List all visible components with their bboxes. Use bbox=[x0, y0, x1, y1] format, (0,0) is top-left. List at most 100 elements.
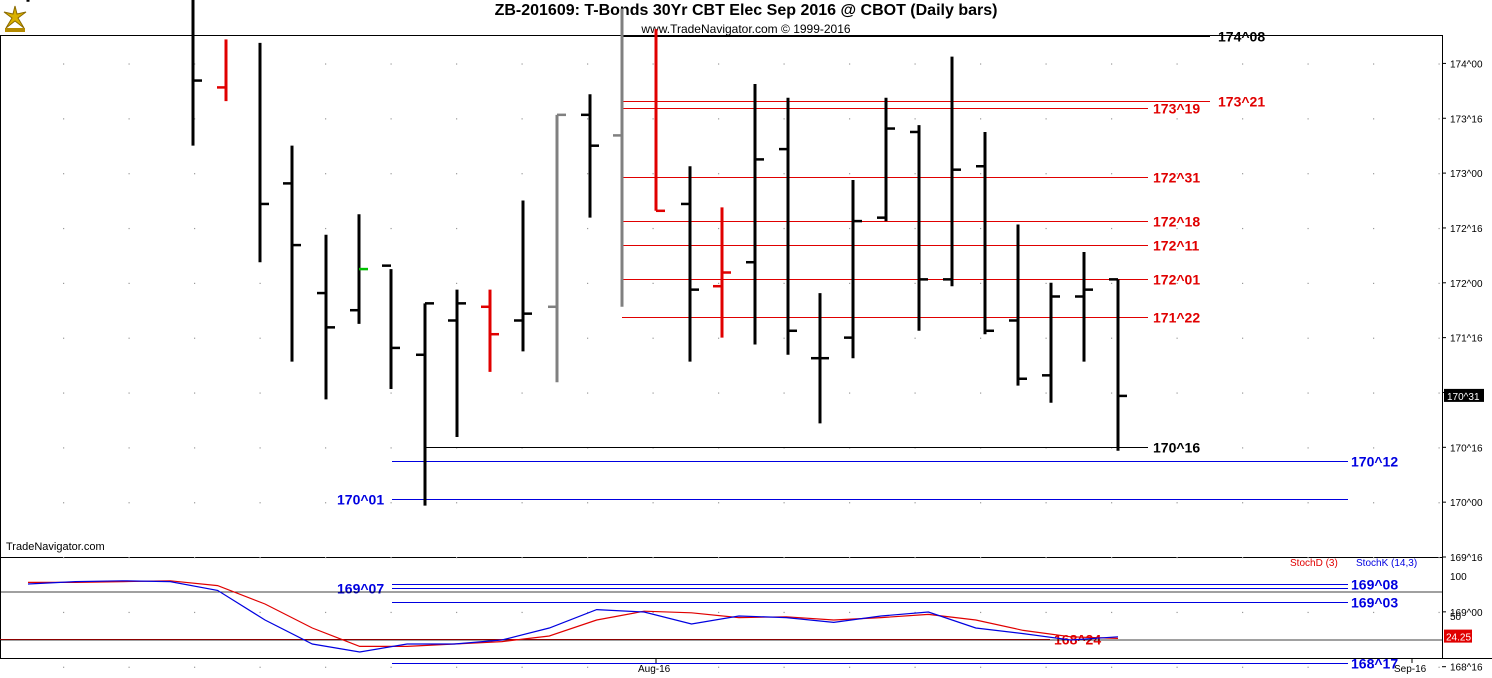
grid-dot bbox=[259, 557, 261, 559]
grid-dot bbox=[128, 666, 130, 668]
grid-dot bbox=[194, 337, 196, 339]
grid-dot bbox=[1373, 447, 1375, 449]
grid-dot bbox=[1242, 173, 1244, 175]
grid-dot bbox=[1373, 227, 1375, 230]
level-label: 173^21 bbox=[1218, 94, 1265, 110]
grid-dot bbox=[128, 118, 130, 120]
grid-dot bbox=[1242, 447, 1244, 449]
grid-dot bbox=[849, 282, 851, 284]
grid-dot bbox=[1176, 173, 1178, 175]
grid-dot bbox=[1373, 557, 1375, 559]
grid-dot bbox=[1307, 502, 1309, 504]
grid-dot bbox=[652, 63, 654, 65]
grid-dot bbox=[390, 392, 392, 394]
grid-dot bbox=[1438, 118, 1440, 120]
grid-dot bbox=[1045, 227, 1047, 230]
grid-dot bbox=[63, 282, 65, 284]
grid-dot bbox=[456, 666, 458, 668]
grid-dot bbox=[1307, 227, 1309, 230]
grid-dot bbox=[390, 118, 392, 120]
grid-dot bbox=[652, 337, 654, 339]
grid-dot bbox=[1045, 282, 1047, 284]
grid-dot bbox=[652, 227, 654, 230]
grid-dot bbox=[1176, 557, 1178, 559]
grid-dot bbox=[1111, 611, 1113, 614]
grid-dot bbox=[1438, 392, 1440, 394]
stoch-last-label: 24.25 bbox=[1446, 633, 1471, 644]
grid-dot bbox=[1242, 63, 1244, 65]
grid-dot bbox=[63, 227, 65, 230]
grid-dot bbox=[1176, 502, 1178, 504]
level-label: 173^19 bbox=[1153, 101, 1200, 117]
grid-dot bbox=[456, 118, 458, 120]
grid-dot bbox=[1176, 282, 1178, 284]
grid-dot bbox=[1045, 611, 1047, 614]
level-label: 169^08 bbox=[1351, 577, 1398, 593]
grid-dot bbox=[783, 282, 785, 284]
grid-dot bbox=[1111, 666, 1113, 668]
grid-dot bbox=[783, 173, 785, 175]
grid-dot bbox=[914, 666, 916, 668]
grid-dot bbox=[914, 337, 916, 339]
stochastic-panel: 100 50 StochD (3) StochK (14,3) 24.25 bbox=[0, 558, 1472, 653]
grid-dot bbox=[128, 337, 130, 339]
grid-dot bbox=[1111, 557, 1113, 559]
grid-dot bbox=[914, 392, 916, 394]
grid-dot bbox=[652, 118, 654, 120]
last-price-label: 170^31 bbox=[1447, 392, 1480, 403]
grid-dot bbox=[849, 392, 851, 394]
grid-dot bbox=[63, 118, 65, 120]
time-tick-label: Aug-16 bbox=[638, 664, 671, 675]
grid-dot bbox=[1111, 337, 1113, 339]
grid-dot bbox=[980, 118, 982, 120]
grid-dot bbox=[587, 173, 589, 175]
grid-dot bbox=[63, 447, 65, 449]
grid-dot bbox=[783, 502, 785, 504]
grid-dot bbox=[849, 63, 851, 65]
grid-dot bbox=[1045, 337, 1047, 339]
grid-dot bbox=[849, 118, 851, 120]
grid-dot bbox=[1373, 392, 1375, 394]
grid-dot bbox=[390, 63, 392, 65]
time-tick-label: Sep-16 bbox=[1394, 664, 1427, 675]
grid-dot bbox=[128, 392, 130, 394]
price-tick-label: 171^16 bbox=[1450, 334, 1483, 345]
grid-dot bbox=[325, 666, 327, 668]
grid-dot bbox=[456, 502, 458, 504]
grid-dot bbox=[1438, 666, 1440, 668]
grid-dot bbox=[63, 502, 65, 504]
grid-dot bbox=[1045, 63, 1047, 65]
grid-dot bbox=[259, 337, 261, 339]
grid-dot bbox=[390, 173, 392, 175]
grid-dot bbox=[1111, 282, 1113, 284]
price-bars bbox=[26, 0, 1127, 506]
grid-dot bbox=[1373, 502, 1375, 504]
grid-dot bbox=[128, 611, 130, 614]
level-label: 170^01 bbox=[337, 492, 384, 508]
grid-dot bbox=[980, 611, 982, 614]
level-lines: 174^08 173^21 173^19 172^31 172^18 172^11 172^… bbox=[0, 29, 1398, 672]
grid-dot bbox=[390, 447, 392, 449]
grid-dot bbox=[1242, 392, 1244, 394]
grid-dot bbox=[325, 447, 327, 449]
grid-dot bbox=[521, 611, 523, 614]
grid-dot bbox=[849, 173, 851, 175]
grid-dot bbox=[1373, 63, 1375, 65]
grid-dot bbox=[1176, 337, 1178, 339]
grid-dot bbox=[980, 502, 982, 504]
grid-dot bbox=[718, 611, 720, 614]
grid-dot bbox=[1176, 447, 1178, 449]
grid-dot bbox=[1438, 227, 1440, 230]
grid-dot bbox=[1373, 118, 1375, 120]
grid-dot bbox=[128, 227, 130, 230]
grid-dot bbox=[914, 611, 916, 614]
stoch-k-legend: StochK (14,3) bbox=[1356, 558, 1417, 569]
grid-dot bbox=[1242, 227, 1244, 230]
grid-dot bbox=[652, 666, 654, 668]
grid-dot bbox=[1373, 173, 1375, 175]
grid-dot bbox=[587, 337, 589, 339]
grid-dot bbox=[1307, 447, 1309, 449]
grid-dot bbox=[849, 227, 851, 230]
grid-dot bbox=[325, 502, 327, 504]
last-price-box bbox=[1444, 388, 1484, 402]
